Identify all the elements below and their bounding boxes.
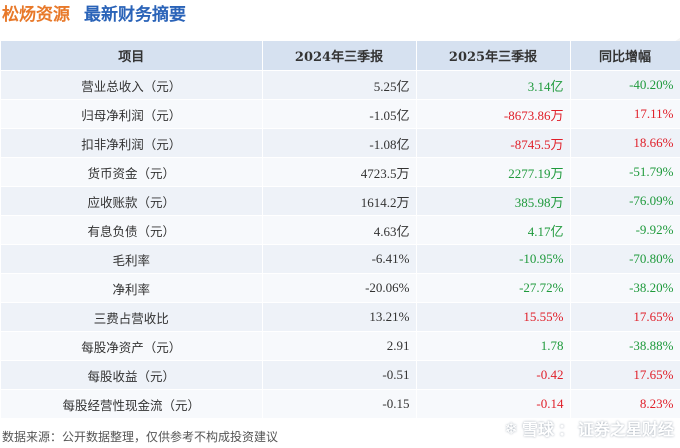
brand-name: 证券之星财经 [577,420,674,439]
value-2025q3: -8745.5万 [416,128,571,158]
table-row: 毛利率 -6.41% -10.95% -70.80% [1,244,680,274]
table-row: 每股经营性现金流（元） -0.15 -0.14 8.23% [1,389,680,418]
row-item-label: 净利率 [1,273,263,303]
row-item-label: 应收账款（元） [1,186,263,216]
column-header-2025q3: 2025年三季报 [416,41,571,71]
value-2025q3: -10.95% [416,244,571,274]
value-2025q3: -0.14 [416,389,571,418]
table-row: 扣非净利润（元） -1.08亿 -8745.5万 18.66% [1,128,680,158]
value-2024q3: 4723.5万 [262,157,417,187]
row-item-label: 三费占营收比 [1,302,263,332]
value-2024q3: -0.51 [262,360,417,390]
value-yoy-change: 8.23% [570,389,680,418]
column-header-2024q3: 2024年三季报 [262,41,417,71]
row-item-label: 每股净资产（元） [1,331,263,361]
row-item-label: 营业总收入（元） [1,70,263,100]
table-row: 货币资金（元） 4723.5万 2277.19万 -51.79% [1,157,680,187]
financial-summary-table: 项目 2024年三季报 2025年三季报 同比增幅 营业总收入（元） 5.25亿 3… [1,41,680,418]
row-item-label: 每股收益（元） [1,360,263,390]
value-yoy-change: 17.65% [570,360,680,390]
table-row: 应收账款（元） 1614.2万 385.98万 -76.09% [1,186,680,216]
table-row: 每股净资产（元） 2.91 1.78 -38.88% [1,331,680,361]
value-2024q3: -6.41% [262,244,417,274]
table-row: 归母净利润（元） -1.05亿 -8673.86万 17.11% [1,99,680,129]
value-2024q3: 4.63亿 [262,215,417,245]
value-2024q3: -1.08亿 [262,128,417,158]
value-2024q3: 1614.2万 [262,186,417,216]
row-item-label: 货币资金（元） [1,157,263,187]
value-yoy-change: 17.65% [570,302,680,332]
value-2025q3: 1.78 [416,331,571,361]
report-subtitle: 最新财务摘要 [84,5,186,25]
row-item-label: 毛利率 [1,244,263,274]
table-row: 净利率 -20.06% -27.72% -38.20% [1,273,680,303]
value-yoy-change: -51.79% [570,157,680,187]
table-header-row: 项目 2024年三季报 2025年三季报 同比增幅 [1,41,680,71]
value-2025q3: 3.14亿 [416,70,571,100]
company-name: 松炀资源 [2,5,70,25]
report-header: 松炀资源 最新财务摘要 [0,0,680,36]
row-item-label: 扣非净利润（元） [1,128,263,158]
value-2024q3: 13.21% [262,302,417,332]
value-yoy-change: -9.92% [570,215,680,245]
value-yoy-change: 17.11% [570,99,680,129]
value-2024q3: 2.91 [262,331,417,361]
value-2024q3: 5.25亿 [262,70,417,100]
value-yoy-change: -38.20% [570,273,680,303]
row-item-label: 每股经营性现金流（元） [1,389,263,418]
brand-separator: ： [557,420,574,439]
table-row: 每股收益（元） -0.51 -0.42 17.65% [1,360,680,390]
table-row: 三费占营收比 13.21% 15.55% 17.65% [1,302,680,332]
value-yoy-change: -70.80% [570,244,680,274]
value-2025q3: -8673.86万 [416,99,571,129]
table-row: 有息负债（元） 4.63亿 4.17亿 -9.92% [1,215,680,245]
value-yoy-change: -76.09% [570,186,680,216]
value-yoy-change: 18.66% [570,128,680,158]
value-2024q3: -1.05亿 [262,99,417,129]
value-2025q3: -27.72% [416,273,571,303]
value-2024q3: -20.06% [262,273,417,303]
value-2025q3: 385.98万 [416,186,571,216]
value-yoy-change: -40.20% [570,70,680,100]
row-item-label: 有息负债（元） [1,215,263,245]
brand-platform: 雪球 [521,420,554,439]
column-header-yoy: 同比增幅 [570,41,680,71]
table-row: 营业总收入（元） 5.25亿 3.14亿 -40.20% [1,70,680,100]
value-2025q3: 4.17亿 [416,215,571,245]
column-header-item: 项目 [1,41,263,71]
value-2025q3: 15.55% [416,302,571,332]
snowball-icon: ❄ [504,418,518,438]
value-2024q3: -0.15 [262,389,417,418]
brand-logo: ❄ 雪球：证券之星财经 [505,416,674,440]
value-2025q3: -0.42 [416,360,571,390]
row-item-label: 归母净利润（元） [1,99,263,129]
data-source-note: 数据来源：公开数据整理，仅供参考不构成投资建议 [2,430,279,444]
value-yoy-change: -38.88% [570,331,680,361]
value-2025q3: 2277.19万 [416,157,571,187]
